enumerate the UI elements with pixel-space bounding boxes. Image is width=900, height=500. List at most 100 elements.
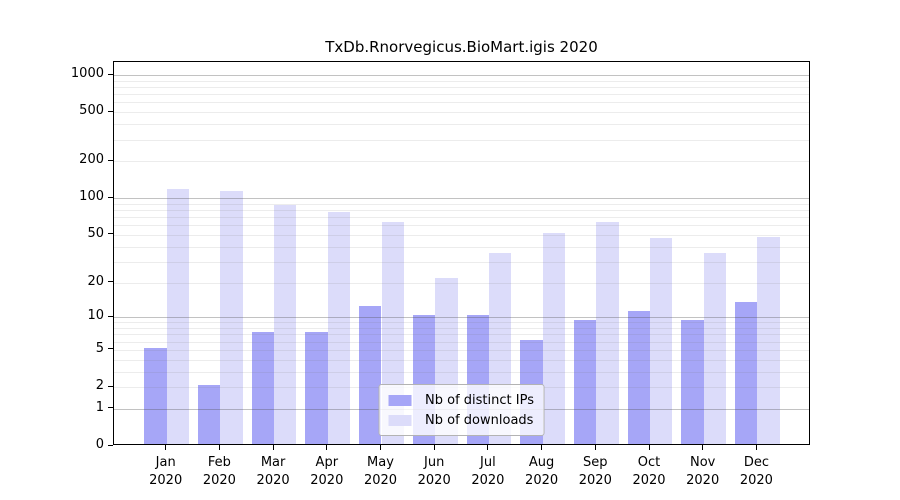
bar-nov-downloads [703, 253, 727, 444]
month-label: Sep [583, 455, 608, 470]
y-tick-mark [108, 196, 113, 198]
x-tick-mark [755, 445, 757, 450]
legend: Nb of distinct IPs Nb of downloads [378, 384, 545, 436]
bar-jan-distinct-ips [144, 347, 167, 444]
year-label: 2020 [256, 473, 290, 488]
y-tick-label-10: 10 [87, 308, 104, 324]
y-tick-mark [108, 385, 113, 387]
bar-oct-downloads [650, 238, 673, 444]
legend-label-downloads: Nb of downloads [425, 412, 534, 428]
x-tick-mark [326, 445, 328, 450]
month-label: Feb [207, 455, 231, 470]
x-tick-mark [487, 445, 489, 450]
x-tick-label-sep: Sep 2020 [565, 455, 625, 488]
y-tick-label-50: 50 [87, 225, 104, 241]
chart-title: TxDb.Rnorvegicus.BioMart.igis 2020 [325, 38, 598, 56]
y-tick-label-1000: 1000 [70, 66, 104, 81]
bar-sep-downloads [596, 222, 619, 444]
x-axis: Jan 2020 Feb 2020 Mar 2020 Apr 2020 May 2020 Jun 20… [0, 445, 900, 500]
y-tick-mark [108, 281, 113, 282]
x-tick-label-jun: Jun 2020 [404, 455, 464, 488]
bar-may-distinct-ips [359, 306, 382, 444]
month-label: Jun [424, 455, 445, 470]
bar-dec-distinct-ips [735, 302, 758, 444]
year-label: 2020 [202, 473, 236, 488]
x-tick-label-mar: Mar 2020 [243, 455, 303, 488]
month-label: Mar [260, 455, 286, 470]
y-tick-mark [108, 348, 113, 350]
month-label: Oct [637, 455, 661, 470]
x-tick-label-oct: Oct 2020 [619, 455, 679, 488]
month-label: Jul [480, 455, 496, 470]
y-tick-mark [108, 233, 113, 235]
x-tick-label-nov: Nov 2020 [673, 455, 733, 488]
y-tick-label-500: 500 [79, 103, 104, 119]
x-tick-mark [648, 445, 650, 450]
y-tick-label-100: 100 [79, 189, 104, 205]
y-tick-label-20: 20 [87, 273, 104, 289]
bar-mar-distinct-ips [251, 332, 275, 444]
year-label: 2020 [578, 473, 612, 488]
month-label: Nov [690, 455, 716, 470]
x-tick-mark [433, 445, 435, 450]
x-tick-label-may: May 2020 [351, 455, 411, 488]
month-label: Jan [155, 455, 176, 470]
y-tick-mark [108, 73, 113, 75]
bar-aug-downloads [542, 232, 565, 444]
x-tick-label-dec: Dec 2020 [726, 455, 786, 488]
year-label: 2020 [417, 473, 451, 488]
month-label: May [367, 455, 394, 470]
x-tick-label-jul: Jul 2020 [458, 455, 518, 488]
y-tick-label-200: 200 [79, 152, 104, 168]
y-tick-label-0: 0 [95, 437, 104, 452]
x-tick-mark [594, 445, 596, 450]
x-tick-mark [165, 445, 167, 450]
bar-dec-downloads [757, 237, 780, 444]
bar-nov-distinct-ips [681, 320, 704, 444]
legend-label-distinct-ips: Nb of distinct IPs [425, 392, 534, 408]
bar-oct-distinct-ips [627, 310, 650, 444]
bar-apr-downloads [327, 212, 351, 444]
x-tick-label-jan: Jan 2020 [136, 455, 196, 488]
year-label: 2020 [363, 473, 398, 488]
bar-sep-distinct-ips [573, 320, 597, 444]
x-tick-mark [541, 445, 543, 450]
x-tick-mark [218, 445, 220, 450]
x-tick-mark [272, 445, 274, 450]
year-label: 2020 [310, 473, 344, 488]
legend-item-downloads: Nb of downloads [388, 410, 534, 430]
y-tick-mark [108, 315, 113, 317]
year-label: 2020 [525, 473, 559, 488]
x-tick-mark [380, 445, 381, 450]
x-tick-mark [702, 445, 704, 450]
plot-area: Nb of distinct IPs Nb of downloads [113, 61, 810, 445]
month-label: Dec [743, 455, 769, 470]
y-tick-label-2: 2 [95, 378, 104, 393]
year-label: 2020 [632, 473, 666, 488]
bar-jan-downloads [166, 188, 190, 444]
y-tick-mark [108, 110, 113, 112]
year-label: 2020 [471, 473, 505, 488]
legend-swatch-distinct-ips [388, 394, 412, 406]
year-label: 2020 [686, 473, 720, 488]
x-tick-label-apr: Apr 2020 [297, 455, 357, 488]
y-tick-label-1: 1 [95, 399, 104, 415]
bar-feb-downloads [220, 191, 243, 444]
x-tick-label-feb: Feb 2020 [189, 455, 249, 488]
y-tick-mark [108, 159, 113, 161]
bar-apr-distinct-ips [305, 332, 328, 444]
legend-item-distinct-ips: Nb of distinct IPs [388, 390, 534, 410]
y-axis: 0 1 2 5 10 20 50 100 200 500 1000 [0, 61, 113, 452]
y-tick-mark [108, 444, 113, 446]
bar-feb-distinct-ips [198, 385, 221, 444]
y-tick-mark [108, 407, 113, 409]
month-label: Aug [528, 455, 555, 470]
bar-mar-downloads [274, 204, 297, 444]
legend-swatch-downloads [388, 414, 412, 426]
y-tick-label-5: 5 [95, 340, 104, 356]
year-label: 2020 [149, 473, 183, 488]
year-label: 2020 [739, 473, 773, 488]
x-tick-label-aug: Aug 2020 [512, 455, 572, 488]
month-label: Apr [315, 455, 339, 470]
